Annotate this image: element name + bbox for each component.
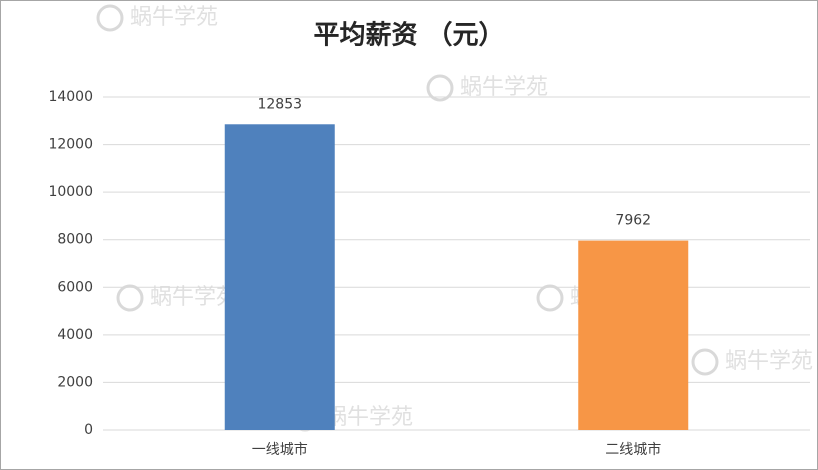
y-tick-label: 0 xyxy=(84,422,93,438)
watermark-icon xyxy=(96,4,124,32)
x-tick-label: 一线城市 xyxy=(252,441,308,458)
watermark-icon xyxy=(536,284,564,312)
bar xyxy=(578,240,689,430)
bar xyxy=(224,124,335,430)
data-label: 12853 xyxy=(257,96,302,112)
watermark: 蜗牛学苑 xyxy=(325,405,413,430)
watermark-icon xyxy=(691,348,719,376)
y-tick-label: 4000 xyxy=(57,327,93,343)
y-tick-label: 14000 xyxy=(48,89,93,105)
y-tick-label: 2000 xyxy=(57,374,93,390)
watermark: 蜗牛学苑 xyxy=(460,75,548,100)
y-tick-label: 12000 xyxy=(48,137,93,153)
y-tick-label: 8000 xyxy=(57,232,93,248)
chart-title: 平均薪资 （元） xyxy=(313,21,504,51)
y-tick-label: 6000 xyxy=(57,279,93,295)
data-label: 7962 xyxy=(615,213,651,229)
watermark-icon xyxy=(426,74,454,102)
y-tick-label: 10000 xyxy=(48,184,93,200)
watermark-icon xyxy=(116,284,144,312)
watermark: 蜗牛学苑 xyxy=(725,349,813,374)
x-tick-label: 二线城市 xyxy=(605,441,661,458)
watermark: 蜗牛学苑 xyxy=(150,285,238,310)
watermark: 蜗牛学苑 xyxy=(130,5,218,30)
